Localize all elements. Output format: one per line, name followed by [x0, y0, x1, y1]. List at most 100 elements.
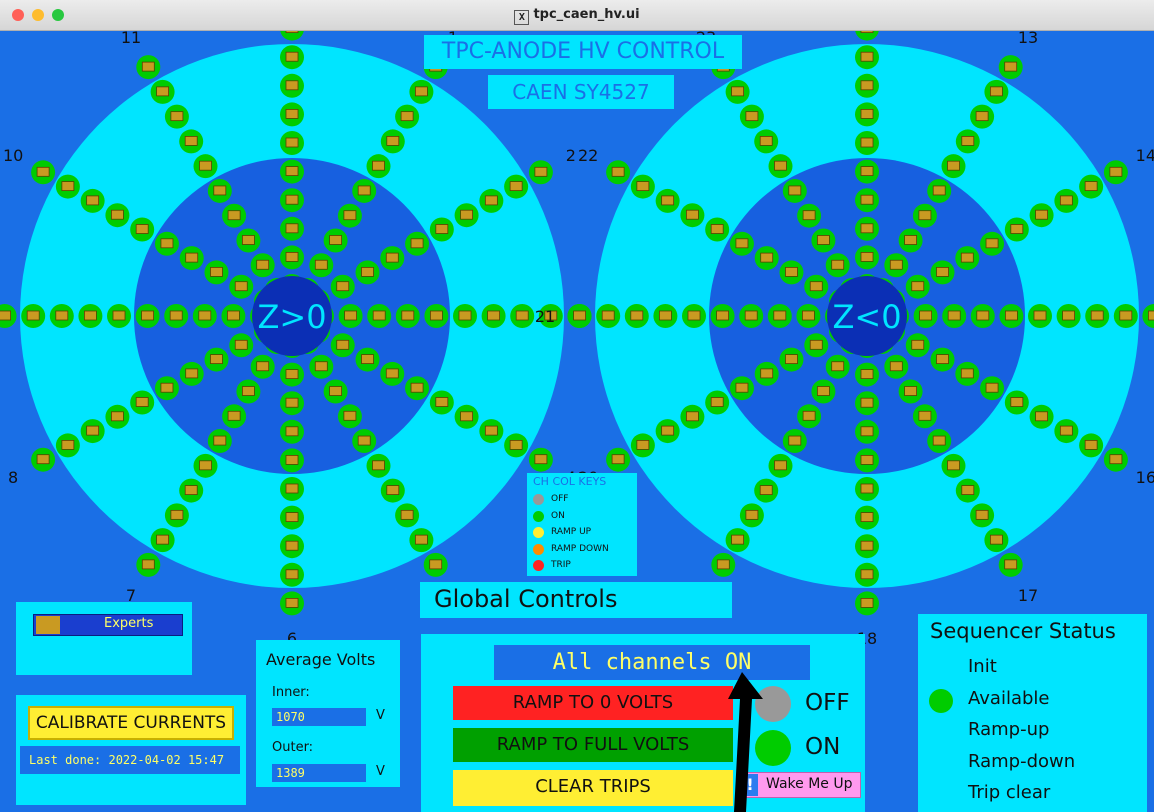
channel-button[interactable] — [855, 245, 879, 270]
channel-button[interactable] — [78, 304, 103, 328]
channel-button[interactable] — [725, 528, 750, 553]
channel-button[interactable] — [136, 55, 161, 80]
channel-button[interactable] — [355, 347, 380, 372]
channel-button[interactable] — [280, 73, 304, 98]
channel-button[interactable] — [250, 354, 275, 379]
channel-button[interactable] — [624, 304, 649, 328]
channel-button[interactable] — [729, 376, 754, 401]
channel-button[interactable] — [454, 404, 479, 429]
channel-button[interactable] — [1142, 304, 1154, 328]
channel-button[interactable] — [280, 362, 304, 387]
channel-button[interactable] — [481, 304, 506, 328]
channel-button[interactable] — [1056, 304, 1081, 328]
channel-button[interactable] — [606, 447, 631, 472]
channel-button[interactable] — [898, 228, 923, 253]
channel-button[interactable] — [366, 453, 391, 478]
channel-button[interactable] — [337, 404, 362, 429]
channel-button[interactable] — [768, 453, 793, 478]
channel-button[interactable] — [280, 505, 304, 530]
channel-button[interactable] — [49, 304, 74, 328]
channel-button[interactable] — [855, 505, 879, 530]
channel-button[interactable] — [179, 361, 204, 386]
channel-button[interactable] — [504, 174, 529, 199]
channel-button[interactable] — [164, 104, 189, 129]
channel-button[interactable] — [207, 429, 232, 454]
channel-button[interactable] — [309, 253, 334, 278]
zoom-window-button[interactable] — [52, 9, 64, 21]
channel-button[interactable] — [705, 390, 730, 415]
channel-button[interactable] — [280, 419, 304, 444]
channel-button[interactable] — [280, 45, 304, 70]
channel-button[interactable] — [606, 160, 631, 185]
channel-button[interactable] — [970, 104, 995, 129]
channel-button[interactable] — [0, 304, 17, 328]
channel-button[interactable] — [538, 304, 563, 328]
channel-button[interactable] — [280, 534, 304, 559]
channel-button[interactable] — [352, 429, 377, 454]
channel-button[interactable] — [380, 246, 405, 271]
channel-button[interactable] — [855, 45, 879, 70]
channel-button[interactable] — [884, 253, 909, 278]
channel-button[interactable] — [630, 174, 655, 199]
channel-button[interactable] — [912, 203, 937, 228]
channel-button[interactable] — [804, 333, 829, 358]
channel-button[interactable] — [80, 419, 105, 444]
channel-button[interactable] — [998, 55, 1023, 80]
channel-button[interactable] — [380, 478, 405, 503]
channel-button[interactable] — [779, 260, 804, 285]
channel-button[interactable] — [855, 188, 879, 213]
channel-button[interactable] — [280, 131, 304, 155]
channel-button[interactable] — [105, 404, 130, 429]
channel-button[interactable] — [567, 304, 592, 328]
channel-button[interactable] — [754, 129, 779, 154]
channel-button[interactable] — [779, 347, 804, 372]
channel-button[interactable] — [80, 188, 105, 213]
channel-button[interactable] — [55, 433, 80, 458]
channel-button[interactable] — [229, 333, 254, 358]
channel-button[interactable] — [855, 534, 879, 559]
channel-button[interactable] — [1079, 433, 1104, 458]
channel-button[interactable] — [429, 217, 454, 242]
channel-button[interactable] — [453, 304, 477, 328]
channel-button[interactable] — [355, 260, 380, 285]
channel-button[interactable] — [1054, 188, 1079, 213]
ramp-to-zero-button[interactable]: RAMP TO 0 VOLTS — [453, 686, 733, 720]
channel-button[interactable] — [1028, 304, 1052, 328]
channel-button[interactable] — [680, 404, 705, 429]
channel-button[interactable] — [179, 129, 204, 154]
channel-button[interactable] — [970, 304, 995, 328]
channel-button[interactable] — [739, 104, 764, 129]
channel-button[interactable] — [855, 448, 879, 473]
calibrate-currents-button[interactable]: CALIBRATE CURRENTS — [28, 706, 234, 740]
channel-button[interactable] — [754, 246, 779, 271]
experts-button[interactable]: Experts — [33, 614, 183, 636]
channel-button[interactable] — [528, 447, 553, 472]
channel-button[interactable] — [927, 178, 952, 203]
channel-button[interactable] — [337, 203, 362, 228]
channel-button[interactable] — [154, 376, 179, 401]
channel-button[interactable] — [280, 31, 304, 41]
channel-button[interactable] — [479, 419, 504, 444]
channel-button[interactable] — [942, 304, 967, 328]
channel-button[interactable] — [207, 178, 232, 203]
channel-button[interactable] — [941, 154, 966, 179]
channel-button[interactable] — [855, 216, 879, 241]
channel-button[interactable] — [811, 379, 836, 404]
channel-button[interactable] — [323, 228, 348, 253]
channel-button[interactable] — [222, 203, 247, 228]
channel-button[interactable] — [31, 447, 56, 472]
channel-button[interactable] — [596, 304, 621, 328]
channel-button[interactable] — [395, 503, 420, 528]
channel-button[interactable] — [825, 354, 850, 379]
channel-button[interactable] — [680, 203, 705, 228]
channel-button[interactable] — [998, 552, 1023, 577]
channel-button[interactable] — [367, 304, 392, 328]
channel-button[interactable] — [955, 478, 980, 503]
channel-button[interactable] — [236, 379, 261, 404]
channel-button[interactable] — [1103, 447, 1128, 472]
channel-button[interactable] — [1054, 419, 1079, 444]
channel-button[interactable] — [366, 154, 391, 179]
channel-button[interactable] — [280, 562, 304, 587]
channel-button[interactable] — [380, 129, 405, 154]
channel-button[interactable] — [705, 217, 730, 242]
